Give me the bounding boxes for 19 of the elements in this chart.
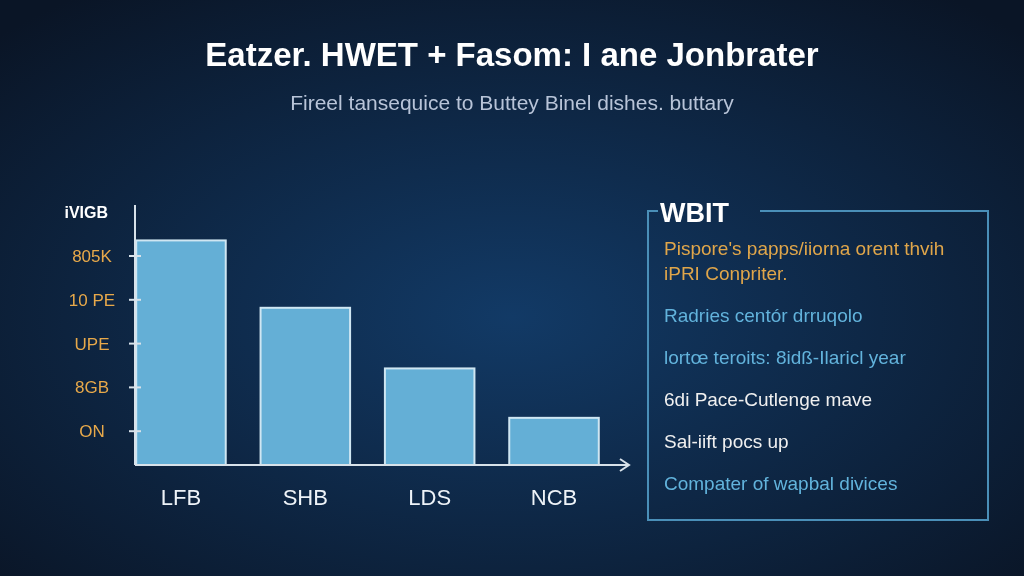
text: Compater of wapbal divices <box>664 473 898 494</box>
text: Sal-iift pocs up <box>664 431 789 452</box>
text: 10 PE <box>68 290 116 310</box>
x-tick-label: LFB <box>160 485 202 510</box>
x-tick-label: NCB <box>530 485 578 510</box>
text: 6di Pace-Cutlenge mave <box>664 389 873 410</box>
text: WBIT <box>660 198 730 228</box>
y-axis-title: iVIGB <box>64 204 108 221</box>
text: 805K <box>72 247 113 266</box>
chart-subtitle: Fireel tansequice to Buttey Binel dishes. buttary <box>290 91 735 114</box>
text: ON <box>79 422 105 442</box>
text: lortœ teroits: 8idß-Ilaricl year <box>664 347 907 368</box>
text: UPE <box>74 334 110 354</box>
x-tick-label: SHB <box>282 485 328 510</box>
x-tick-label: LDS <box>408 485 452 510</box>
text: 8GB <box>74 378 110 398</box>
text: Radries centór drruqolo <box>664 305 863 326</box>
chart-title: Eatzer. HWET + Fasom: I ane Jonbrater <box>205 36 819 73</box>
text: Pispore's papps/iiorna orent thvih iPRI Conpriter. <box>664 238 945 284</box>
